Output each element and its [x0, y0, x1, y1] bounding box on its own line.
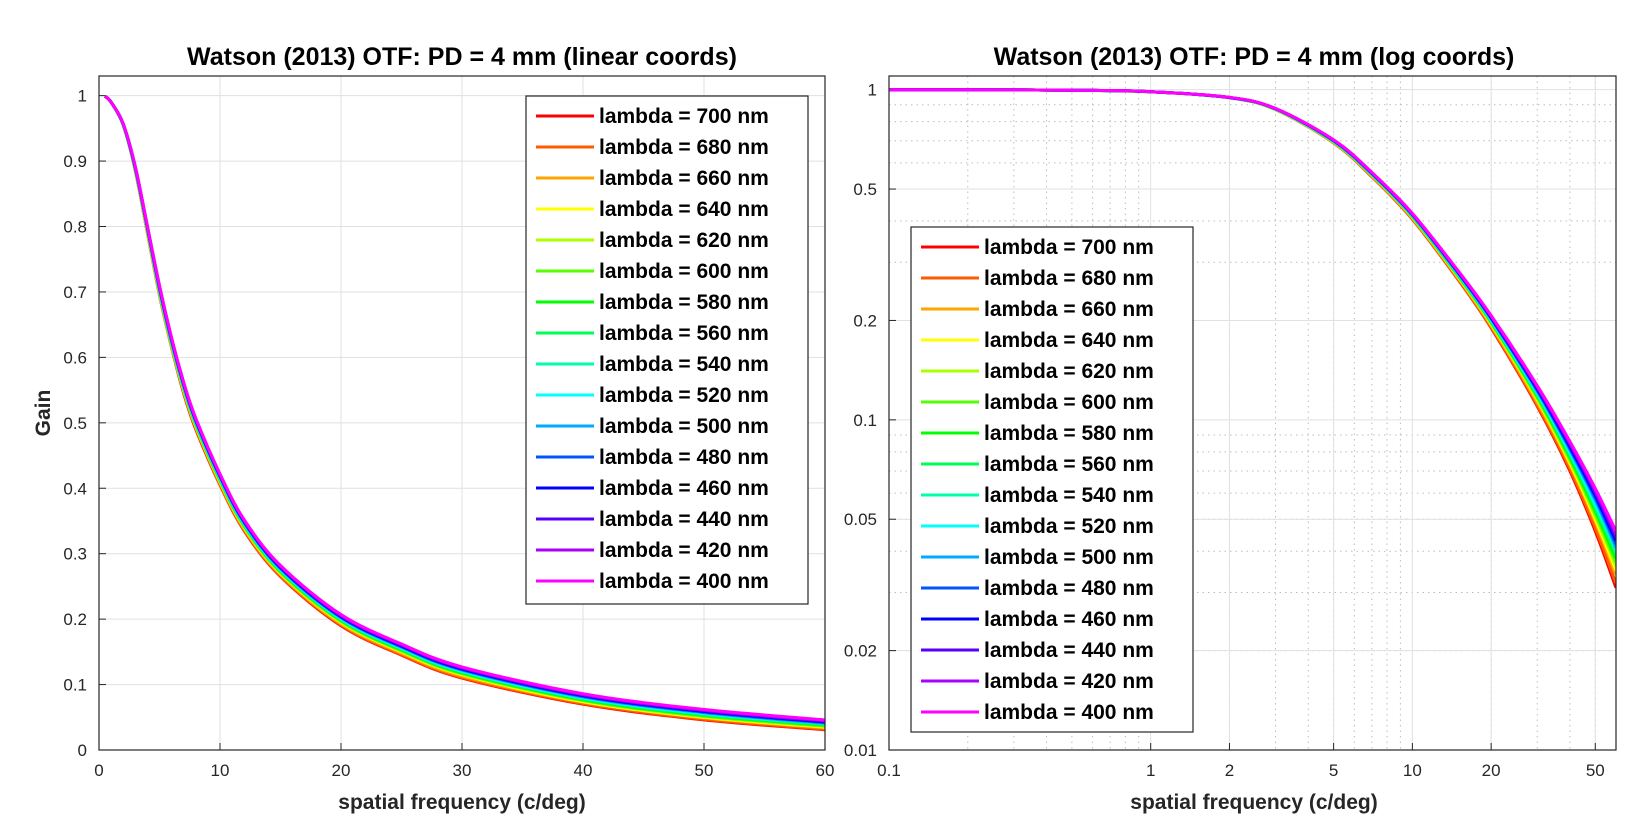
legend-label: lambda = 680 nm	[984, 267, 1154, 290]
x-tick-label: 10	[1403, 761, 1422, 780]
legend-label: lambda = 460 nm	[599, 477, 769, 500]
y-tick-label: 0.9	[63, 152, 87, 171]
legend-label: lambda = 420 nm	[599, 539, 769, 562]
x-tick-label: 30	[453, 761, 472, 780]
legend-label: lambda = 420 nm	[984, 670, 1154, 693]
y-tick-label: 0	[78, 741, 87, 760]
legend-label: lambda = 520 nm	[599, 384, 769, 407]
chart-log-panel: Watson (2013) OTF: PD = 4 mm (log coords…	[844, 43, 1617, 814]
legend-label: lambda = 600 nm	[599, 260, 769, 283]
legend-label: lambda = 640 nm	[599, 198, 769, 221]
x-tick-label: 2	[1225, 761, 1234, 780]
x-tick-label: 20	[332, 761, 351, 780]
x-tick-label: 0	[94, 761, 103, 780]
x-axis-label: spatial frequency (c/deg)	[338, 791, 585, 814]
plot-frame	[98, 75, 826, 751]
legend: lambda = 700 nm lambda = 680 nm lambda = 6…	[525, 95, 809, 605]
x-tick-label: 50	[695, 761, 714, 780]
legend-label: lambda = 660 nm	[599, 167, 769, 190]
x-tick-labels: 0 10 20 30 40 50 60	[94, 761, 834, 780]
legend-label: lambda = 580 nm	[984, 422, 1154, 445]
legend-label: lambda = 440 nm	[599, 508, 769, 531]
legend-label: lambda = 700 nm	[599, 105, 769, 128]
x-tick-label: 0.1	[877, 761, 901, 780]
y-tick-label: 0.1	[853, 411, 877, 430]
y-tick-label: 0.6	[63, 348, 87, 367]
y-tick-label: 0.01	[844, 741, 877, 760]
legend-label: lambda = 480 nm	[599, 446, 769, 469]
legend-label: lambda = 620 nm	[984, 360, 1154, 383]
y-tick-label: 0.4	[63, 479, 87, 498]
x-tick-label: 40	[574, 761, 593, 780]
y-tick-label: 0.5	[853, 180, 877, 199]
y-tick-label: 1	[868, 81, 877, 100]
chart-title: Watson (2013) OTF: PD = 4 mm (linear coo…	[187, 43, 737, 71]
y-tick-labels: 0.01 0.02 0.05 0.1 0.2 0.5 1	[844, 81, 877, 760]
x-tick-labels: 0.1 1 2 5 10 20 50	[877, 761, 1605, 780]
legend: lambda = 700 nm lambda = 680 nm lambda = 6…	[910, 226, 1194, 733]
series-lines	[889, 88, 1616, 589]
y-tick-label: 0.7	[63, 283, 87, 302]
legend-label: lambda = 400 nm	[599, 570, 769, 593]
x-tick-label: 20	[1482, 761, 1501, 780]
legend-label: lambda = 400 nm	[984, 701, 1154, 724]
x-tick-label: 1	[1146, 761, 1155, 780]
legend-label: lambda = 460 nm	[984, 608, 1154, 631]
y-tick-label: 0.2	[63, 610, 87, 629]
y-tick-label: 0.05	[844, 510, 877, 529]
y-axis-label: Gain	[32, 390, 55, 437]
y-tick-label: 1	[78, 87, 87, 106]
legend-label: lambda = 700 nm	[984, 236, 1154, 259]
y-tick-label: 0.1	[63, 676, 87, 695]
legend-label: lambda = 540 nm	[599, 353, 769, 376]
legend-label: lambda = 540 nm	[984, 484, 1154, 507]
legend-label: lambda = 640 nm	[984, 329, 1154, 352]
legend-label: lambda = 680 nm	[599, 136, 769, 159]
x-tick-label: 10	[211, 761, 230, 780]
series-line-400nm	[103, 95, 825, 722]
legend-box	[910, 226, 1194, 733]
y-tick-label: 0.5	[63, 414, 87, 433]
legend-label: lambda = 600 nm	[984, 391, 1154, 414]
legend-label: lambda = 500 nm	[984, 546, 1154, 569]
legend-label: lambda = 620 nm	[599, 229, 769, 252]
x-tick-label: 60	[816, 761, 835, 780]
y-tick-label: 0.02	[844, 642, 877, 661]
plot-frame	[888, 75, 1617, 751]
x-axis-label: spatial frequency (c/deg)	[1130, 791, 1377, 814]
series-lines	[103, 95, 825, 732]
x-tick-label: 5	[1329, 761, 1338, 780]
legend-label: lambda = 480 nm	[984, 577, 1154, 600]
x-tick-label: 50	[1586, 761, 1605, 780]
legend-label: lambda = 500 nm	[599, 415, 769, 438]
legend-label: lambda = 580 nm	[599, 291, 769, 314]
legend-label: lambda = 660 nm	[984, 298, 1154, 321]
series-line-400nm	[889, 88, 1616, 532]
legend-label: lambda = 520 nm	[984, 515, 1154, 538]
chart-title: Watson (2013) OTF: PD = 4 mm (log coords…	[994, 43, 1515, 71]
y-tick-label: 0.2	[853, 311, 877, 330]
legend-label: lambda = 440 nm	[984, 639, 1154, 662]
y-tick-label: 0.8	[63, 218, 87, 237]
legend-label: lambda = 560 nm	[984, 453, 1154, 476]
legend-label: lambda = 560 nm	[599, 322, 769, 345]
y-tick-label: 0.3	[63, 545, 87, 564]
chart-linear-panel: Watson (2013) OTF: PD = 4 mm (linear coo…	[32, 43, 834, 814]
y-tick-labels: 0 0.1 0.2 0.3 0.4 0.5 0.6 0.7 0.8 0.9 1	[63, 87, 87, 760]
